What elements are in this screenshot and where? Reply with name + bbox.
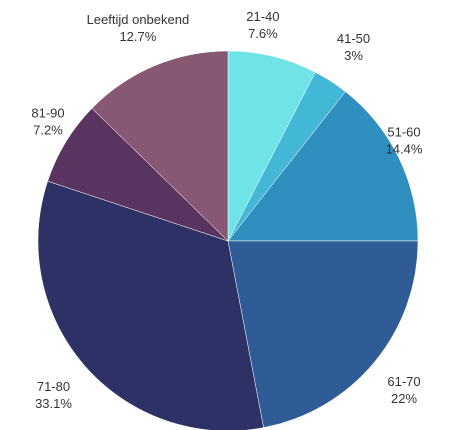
pie-slice-value: 3% xyxy=(344,48,363,63)
pie-slice-label-0: 21-40 7.6% xyxy=(246,9,279,41)
pie-slice-category: 81-90 xyxy=(31,105,64,120)
pie-slice-value: 14.4% xyxy=(386,142,423,157)
pie-slice-label-6: Leeftijd onbekend 12.7% xyxy=(87,12,190,44)
pie-slice-label-5: 81-90 7.2% xyxy=(31,105,64,137)
pie-slice-category: 61-70 xyxy=(387,374,420,389)
pie-slice-value: 7.2% xyxy=(33,122,63,137)
pie-slice-label-3: 61-70 22% xyxy=(387,374,420,406)
pie-slice-6 xyxy=(91,50,229,242)
pie-slice-value: 7.6% xyxy=(248,26,278,41)
pie-slice-label-2: 51-60 14.4% xyxy=(386,125,423,157)
pie-slice-value: 22% xyxy=(391,391,417,406)
pie-slice-category: 51-60 xyxy=(387,125,420,140)
pie-slices xyxy=(37,50,419,430)
pie-slice-label-4: 71-80 33.1% xyxy=(35,379,72,411)
pie-slice-2 xyxy=(227,91,419,242)
pie-slice-label-1: 41-50 3% xyxy=(337,31,370,63)
pie-slice-4 xyxy=(37,180,264,430)
pie-slice-category: 41-50 xyxy=(337,31,370,46)
pie-slice-3 xyxy=(227,240,419,428)
pie-slice-value: 12.7% xyxy=(119,29,156,44)
pie-labels: 21-40 7.6% 41-50 3% 51-60 14.4% 61-70 22% 71-80 3… xyxy=(31,9,422,411)
pie-slice-category: 71-80 xyxy=(37,379,70,394)
pie-slice-category: Leeftijd onbekend xyxy=(87,12,190,27)
pie-slice-value: 33.1% xyxy=(35,396,72,411)
pie-slice-category: 21-40 xyxy=(246,9,279,24)
